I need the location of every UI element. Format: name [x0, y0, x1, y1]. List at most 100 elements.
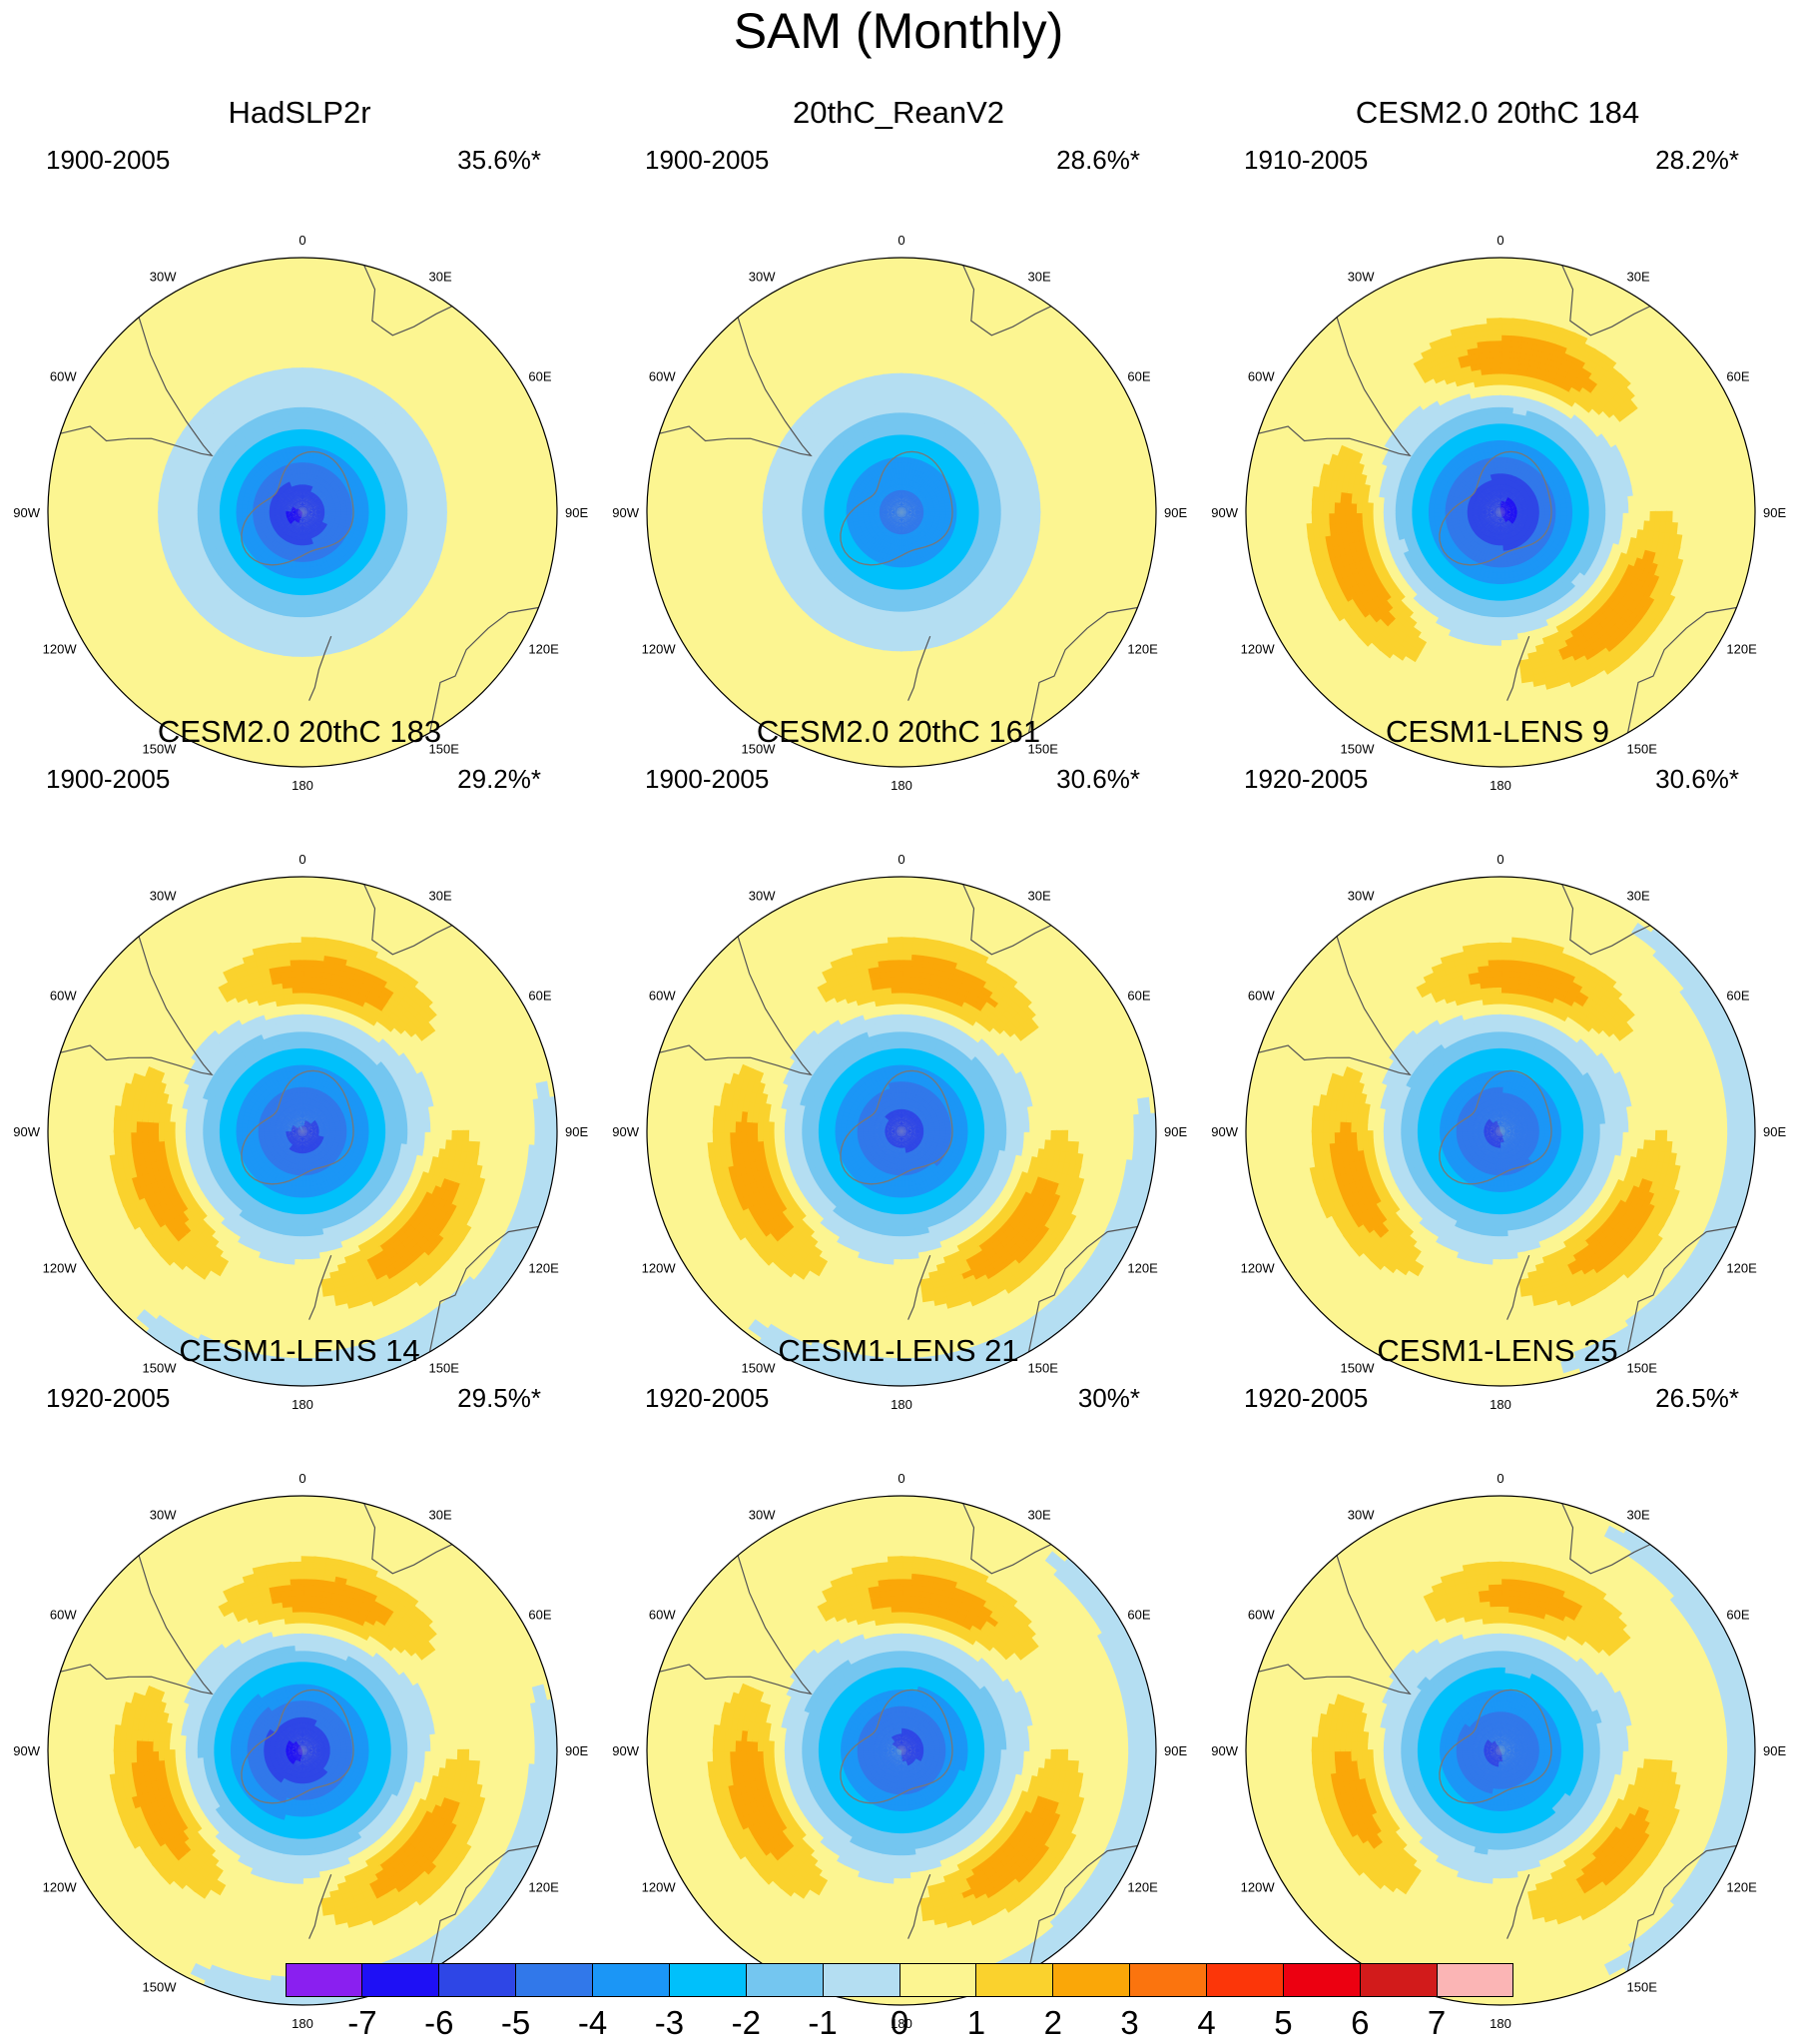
panel-period: 1920-2005 [1244, 764, 1368, 794]
longitude-label: 60E [528, 1608, 551, 1623]
longitude-label: 120E [1127, 1880, 1158, 1895]
colorbar-box [669, 1963, 747, 1997]
longitude-label: 90E [565, 1743, 588, 1758]
longitude-label: 90W [1211, 505, 1238, 520]
colorbar-label: 7 [1407, 2005, 1467, 2041]
longitude-label: 120E [1726, 1261, 1757, 1276]
coastline [60, 936, 214, 1076]
longitude-label: 60E [1127, 369, 1150, 384]
contour-field [1246, 258, 1755, 767]
longitude-label: 30W [749, 1508, 776, 1523]
contour-field [48, 258, 557, 767]
coastline [1506, 1873, 1530, 1939]
longitude-label: 120W [642, 1880, 677, 1895]
map-panel: 20thC_ReanV2 1900-2005 28.6%* 0 30E 60E 90E 120… [599, 95, 1198, 793]
longitude-label: 150E [1627, 1979, 1658, 1994]
colorbar-box [438, 1963, 516, 1997]
longitude-label: 30E [429, 270, 452, 285]
longitude-label: 150W [1341, 741, 1376, 756]
antarctica-outline [840, 450, 953, 566]
antarctica-outline [241, 1069, 354, 1185]
longitude-label: 180 [891, 1397, 912, 1412]
colorbar-label: 5 [1253, 2005, 1313, 2041]
colorbar-label: -7 [332, 2005, 392, 2041]
panel-variance: 29.2%* [399, 764, 541, 794]
panel-title: CESM1-LENS 14 [0, 1333, 599, 1369]
longitude-label: 0 [898, 852, 904, 867]
longitude-label: 120W [1241, 1261, 1276, 1276]
coastline [659, 936, 813, 1076]
panel-variance: 35.6%* [399, 145, 541, 175]
longitude-label: 30W [749, 270, 776, 285]
longitude-label: 30W [150, 889, 177, 904]
coastline [1258, 317, 1412, 457]
longitude-label: 60W [50, 989, 77, 1004]
panel-period: 1900-2005 [645, 764, 769, 794]
map-panel: CESM1-LENS 14 1920-2005 29.5%* 0 30E 60E 90E 12… [0, 1333, 599, 2031]
longitude-label: 120W [43, 1261, 78, 1276]
antarctica-outline [1439, 450, 1552, 566]
colorbar-label: 4 [1177, 2005, 1237, 2041]
coastline [1626, 1225, 1737, 1352]
map-border [1245, 257, 1756, 768]
colorbar-label: 3 [1100, 2005, 1160, 2041]
longitude-label: 60E [1726, 369, 1749, 384]
longitude-label: 150W [143, 1979, 178, 1994]
longitude-label: 150E [1028, 1360, 1059, 1375]
longitude-label: 0 [898, 1471, 904, 1486]
antarctica-outline [241, 450, 354, 566]
longitude-label: 150W [143, 1360, 178, 1375]
coastline [60, 317, 214, 457]
panel-title: CESM1-LENS 21 [599, 1333, 1198, 1369]
colorbar-box [823, 1963, 900, 1997]
longitude-label: 30E [1028, 270, 1051, 285]
longitude-label: 0 [898, 233, 904, 248]
map-border [646, 1495, 1157, 2006]
panel-period: 1900-2005 [46, 764, 170, 794]
coastline [659, 317, 813, 457]
coastline [1027, 606, 1138, 733]
longitude-label: 0 [1497, 852, 1503, 867]
panel-period: 1900-2005 [46, 145, 170, 175]
coastline [363, 1503, 453, 1575]
longitude-label: 30W [150, 1508, 177, 1523]
longitude-label: 30E [1028, 889, 1051, 904]
longitude-label: 60W [1248, 1608, 1275, 1623]
map-border [47, 257, 558, 768]
contour-field [647, 1496, 1156, 2005]
panel-variance: 30.6%* [1597, 764, 1739, 794]
longitude-label: 180 [891, 778, 912, 793]
longitude-label: 150W [143, 741, 178, 756]
colorbar-label: -1 [793, 2005, 853, 2041]
colorbar [286, 1963, 1513, 1997]
longitude-label: 90W [1211, 1124, 1238, 1139]
coastline [428, 606, 539, 733]
coastline [428, 1225, 539, 1352]
longitude-label: 180 [1490, 1397, 1511, 1412]
colorbar-box [1361, 1963, 1439, 1997]
colorbar-box [361, 1963, 439, 1997]
longitude-label: 180 [292, 1397, 313, 1412]
colorbar-label: -6 [409, 2005, 469, 2041]
colorbar-box [1053, 1963, 1131, 1997]
panel-title: CESM2.0 20thC 184 [1198, 95, 1797, 131]
longitude-label: 120W [43, 1880, 78, 1895]
longitude-label: 60E [528, 989, 551, 1004]
map-panel: CESM1-LENS 21 1920-2005 30%* 0 30E 60E 90E 120E… [599, 1333, 1198, 2031]
panel-period: 1920-2005 [46, 1383, 170, 1413]
longitude-label: 90W [13, 1743, 40, 1758]
longitude-label: 90E [1763, 1743, 1786, 1758]
longitude-label: 90E [1763, 1124, 1786, 1139]
coastline [907, 1873, 931, 1939]
longitude-label: 150E [429, 741, 460, 756]
longitude-label: 30W [1348, 889, 1375, 904]
longitude-label: 30E [1627, 889, 1650, 904]
longitude-label: 0 [299, 1471, 305, 1486]
longitude-label: 120E [1726, 642, 1757, 657]
colorbar-box [899, 1963, 977, 1997]
